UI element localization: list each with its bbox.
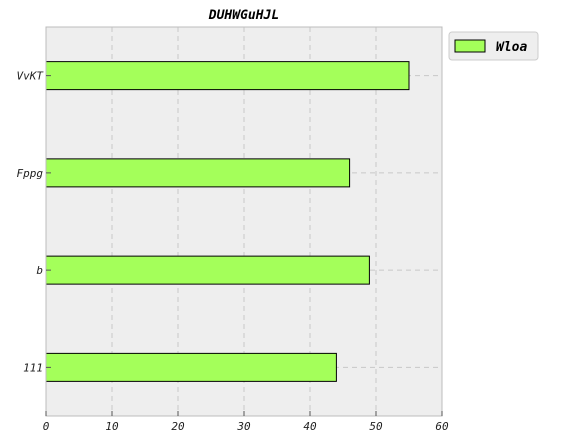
legend-box (448, 31, 539, 61)
chart-title: DUHWGuHJL (208, 8, 279, 23)
y-tick-label: 111 (23, 361, 43, 374)
bar (45, 255, 370, 285)
bar (45, 158, 351, 188)
y-tick-label: Fppg (17, 167, 44, 180)
x-axis-ticks: 0 10 20 30 40 50 60 (43, 411, 449, 433)
y-tick-label: b (36, 264, 43, 277)
y-tick-label: VvKT (17, 70, 45, 83)
x-tick-label: 30 (236, 420, 251, 433)
legend: Wloa (448, 31, 539, 61)
bar (45, 61, 410, 91)
x-tick-label: 60 (435, 420, 449, 433)
legend-swatch (454, 39, 486, 53)
x-tick-label: 50 (369, 420, 383, 433)
bar (45, 352, 337, 382)
x-tick-label: 20 (171, 420, 185, 433)
x-tick-label: 10 (105, 420, 119, 433)
bars-group (45, 61, 410, 382)
y-axis-ticks: VvKT Fppg b 111 (17, 70, 51, 374)
x-tick-label: 0 (43, 420, 50, 433)
x-tick-label: 40 (303, 420, 317, 433)
legend-label: Wloa (496, 40, 527, 55)
